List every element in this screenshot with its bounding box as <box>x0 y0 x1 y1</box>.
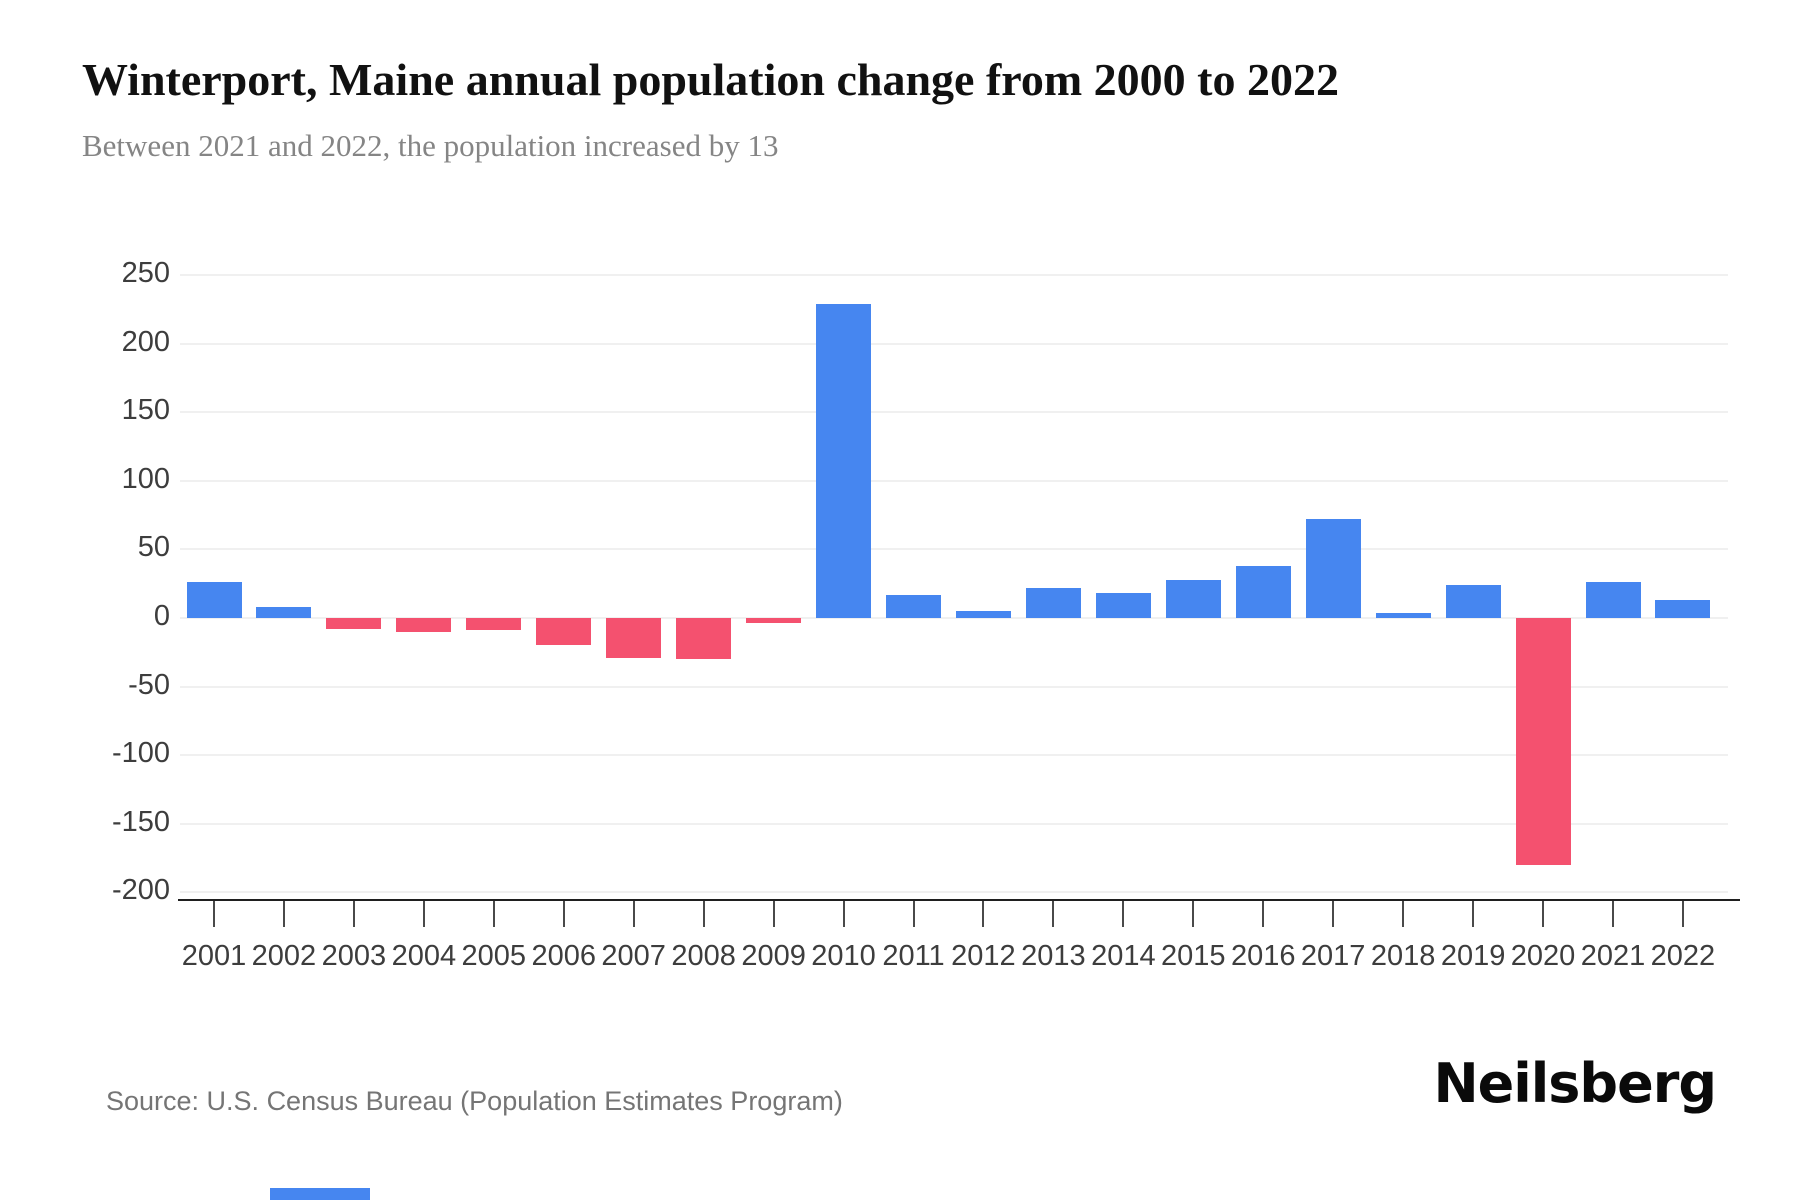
x-axis-tick-2001 <box>213 901 215 927</box>
gridline--50 <box>180 685 1728 688</box>
bar-2004[interactable] <box>396 618 452 632</box>
gridline--150 <box>180 822 1728 825</box>
bar-2002[interactable] <box>256 607 312 618</box>
bar-2016[interactable] <box>1235 565 1291 618</box>
x-axis-label-2008: 2008 <box>671 940 736 972</box>
x-axis-label-2014: 2014 <box>1091 940 1156 972</box>
x-axis-label-2006: 2006 <box>531 940 596 972</box>
y-axis-label-100: 100 <box>121 462 170 495</box>
y-axis-label--150: -150 <box>111 805 170 838</box>
x-axis-tick-2012 <box>982 901 985 927</box>
x-axis-label-2017: 2017 <box>1300 940 1366 972</box>
bar-2018[interactable] <box>1375 612 1431 618</box>
x-axis-tick-2004 <box>422 901 425 927</box>
chart-title: Winterport, Maine annual population chan… <box>82 54 1339 105</box>
x-axis-label-2015: 2015 <box>1161 940 1226 972</box>
bar-2019[interactable] <box>1445 585 1501 618</box>
y-axis-label--200: -200 <box>111 874 170 907</box>
y-axis-label-0: 0 <box>153 600 170 632</box>
x-axis-label-2012: 2012 <box>951 940 1016 972</box>
x-axis-tick-2015 <box>1192 901 1195 927</box>
bar-2017[interactable] <box>1305 519 1361 618</box>
x-axis-label-2004: 2004 <box>391 940 457 972</box>
x-axis-label-2019: 2019 <box>1440 940 1506 972</box>
y-axis-label-250: 250 <box>121 257 170 289</box>
neilsberg-logo: Neilsberg <box>1433 1052 1717 1115</box>
x-axis-tick-2009 <box>772 901 775 927</box>
bar-2005[interactable] <box>466 618 522 631</box>
gridline-0 <box>180 617 1728 619</box>
bar-2015[interactable] <box>1165 579 1221 618</box>
x-axis-tick-2011 <box>912 901 915 927</box>
x-axis-tick-2010 <box>842 901 845 927</box>
bar-2011[interactable] <box>886 594 941 618</box>
gridline-250 <box>180 274 1728 276</box>
x-axis-tick-2019 <box>1472 901 1475 927</box>
y-axis-label--100: -100 <box>111 737 170 770</box>
x-axis-line <box>178 899 1740 901</box>
x-axis-tick-2006 <box>562 901 565 927</box>
x-axis-tick-2020 <box>1542 901 1545 927</box>
x-axis-label-2020: 2020 <box>1510 940 1576 972</box>
x-axis-tick-2007 <box>632 901 635 927</box>
x-axis-label-2021: 2021 <box>1580 940 1646 972</box>
x-axis-tick-2013 <box>1052 901 1055 927</box>
bar-2006[interactable] <box>536 618 592 646</box>
x-axis-tick-2005 <box>492 901 495 927</box>
gridline-50 <box>180 548 1728 551</box>
bar-2008[interactable] <box>676 618 732 660</box>
bar-2010[interactable] <box>816 303 872 618</box>
gridline--200 <box>180 891 1728 894</box>
bar-2012[interactable] <box>955 611 1011 618</box>
x-axis-label-2001: 2001 <box>181 940 247 972</box>
x-axis-label-2003: 2003 <box>321 940 387 972</box>
x-axis-label-2005: 2005 <box>461 940 527 972</box>
bar-2009[interactable] <box>746 618 802 624</box>
x-axis-tick-2003 <box>352 901 355 927</box>
bar-2001[interactable] <box>186 582 242 618</box>
gridline-150 <box>180 411 1728 414</box>
x-axis-label-2011: 2011 <box>882 940 945 972</box>
bar-2022[interactable] <box>1655 600 1711 618</box>
x-axis-label-2002: 2002 <box>251 940 317 972</box>
gridline--100 <box>180 754 1728 757</box>
x-axis-label-2007: 2007 <box>601 940 666 972</box>
y-axis-label-200: 200 <box>121 325 170 358</box>
bar-2007[interactable] <box>606 618 662 658</box>
x-axis-label-2013: 2013 <box>1021 940 1086 972</box>
source-note: Source: U.S. Census Bureau (Population E… <box>106 1086 843 1116</box>
y-axis-label-50: 50 <box>137 531 170 564</box>
bar-2020[interactable] <box>1515 618 1571 865</box>
x-axis-tick-2016 <box>1262 901 1265 927</box>
x-axis-label-2010: 2010 <box>811 940 876 972</box>
bar-2003[interactable] <box>326 618 382 629</box>
x-axis-tick-2021 <box>1612 901 1614 927</box>
x-axis-tick-2002 <box>282 901 285 927</box>
x-axis-label-2016: 2016 <box>1230 940 1296 972</box>
chart-subtitle: Between 2021 and 2022, the population in… <box>82 128 779 163</box>
x-axis-tick-2014 <box>1122 901 1125 927</box>
x-axis-label-2022: 2022 <box>1650 940 1716 972</box>
x-axis-label-2009: 2009 <box>741 940 806 972</box>
bar-2013[interactable] <box>1025 587 1081 618</box>
bottom-left-blue-strip <box>270 1188 370 1200</box>
x-axis-label-2018: 2018 <box>1370 940 1436 972</box>
x-axis-tick-2017 <box>1332 901 1335 927</box>
gridline-200 <box>180 342 1728 345</box>
gridline-100 <box>180 479 1728 482</box>
y-axis-label--50: -50 <box>128 668 170 701</box>
x-axis-tick-2008 <box>702 901 705 927</box>
x-axis-tick-2022 <box>1681 901 1684 927</box>
bar-2014[interactable] <box>1095 593 1151 618</box>
bar-2021[interactable] <box>1585 582 1641 618</box>
y-axis-label-150: 150 <box>121 394 170 427</box>
x-axis-tick-2018 <box>1402 901 1405 927</box>
